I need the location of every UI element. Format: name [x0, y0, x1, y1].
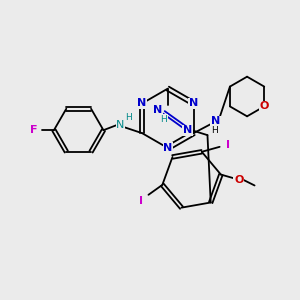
Text: H: H: [125, 113, 132, 122]
Text: I: I: [226, 140, 230, 150]
Text: F: F: [30, 125, 38, 135]
Text: H: H: [211, 126, 218, 135]
Text: N: N: [183, 125, 192, 135]
Text: H: H: [160, 115, 167, 124]
Text: N: N: [211, 116, 220, 126]
Text: I: I: [139, 196, 142, 206]
Text: N: N: [116, 120, 124, 130]
Text: N: N: [189, 98, 198, 108]
Text: N: N: [153, 105, 163, 116]
Text: O: O: [234, 175, 243, 184]
Text: N: N: [137, 98, 147, 108]
Text: O: O: [260, 101, 269, 111]
Text: N: N: [163, 143, 172, 153]
